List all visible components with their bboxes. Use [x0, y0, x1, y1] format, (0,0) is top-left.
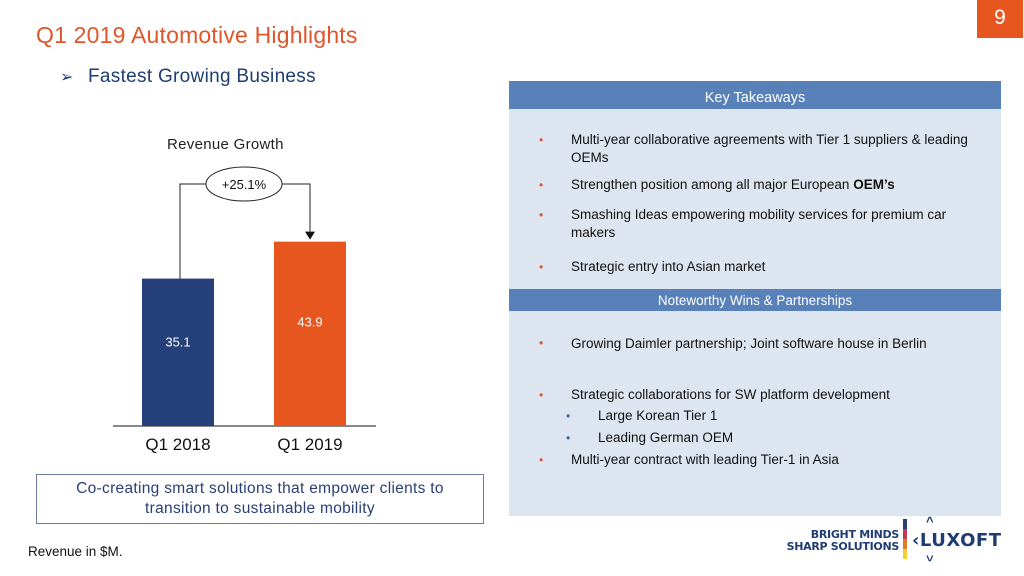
takeaway-item: • Strategic entry into Asian market [539, 259, 766, 274]
bullet-icon: • [539, 453, 544, 467]
bar-value-label: 35.1 [165, 334, 190, 349]
footnote: Revenue in $M. [28, 544, 123, 559]
bar-q1-2019 [274, 241, 346, 426]
win-item: • Growing Daimler partnership; Joint sof… [539, 331, 991, 356]
win-sub-item: • Leading German OEM [566, 430, 734, 445]
bullet-icon: • [539, 133, 544, 147]
bar-value-label: 43.9 [297, 314, 322, 329]
revenue-bar-chart: +25.1% 35.1 Q1 2018 43.9 Q1 2019 [113, 166, 376, 454]
growth-ellipse [205, 166, 283, 202]
luxoft-logo: ‹LUXOFT [912, 530, 1002, 551]
slide-title: Q1 2019 Automotive Highlights [36, 22, 358, 48]
bullet-icon: • [539, 388, 544, 402]
subtitle: ➢ Fastest Growing Business [60, 66, 316, 88]
takeaway-item: • Strengthen position among all major Eu… [539, 177, 895, 192]
bar-q1-2018 [142, 278, 214, 426]
bullet-icon: • [539, 178, 544, 192]
growth-label: +25.1% [222, 177, 267, 192]
bullet-icon: • [539, 208, 544, 222]
win-sub-item: • Large Korean Tier 1 [566, 408, 718, 423]
win-item: • Multi-year contract with leading Tier-… [539, 452, 839, 467]
brand-color-bar [903, 519, 907, 559]
wins-header: Noteworthy Wins & Partnerships [509, 289, 1001, 311]
chart-title: Revenue Growth [167, 136, 284, 153]
arrow-bullet-icon: ➢ [60, 69, 74, 86]
growth-arrow-icon [305, 231, 315, 240]
chevron-up-icon: ^ [926, 514, 934, 529]
bullet-icon: • [566, 409, 571, 423]
mission-callout: Co-creating smart solutions that empower… [36, 474, 484, 524]
bullet-icon: • [539, 260, 544, 274]
category-label: Q1 2019 [277, 435, 342, 454]
chevron-down-icon: ^ [926, 549, 934, 564]
key-takeaways-header: Key Takeaways [509, 81, 1001, 109]
callout-line-1: Co-creating smart solutions that empower… [76, 480, 444, 497]
company-tagline: BRIGHT MINDS SHARP SOLUTIONS [786, 528, 900, 553]
takeaway-item: • Smashing Ideas empowering mobility ser… [539, 207, 947, 240]
bullet-icon: • [539, 336, 544, 350]
subtitle-text: Fastest Growing Business [88, 66, 316, 87]
win-item: • Strategic collaborations for SW platfo… [539, 387, 890, 402]
category-label: Q1 2018 [145, 435, 210, 454]
page-number-badge: 9 [977, 0, 1023, 38]
bullet-icon: • [566, 431, 571, 445]
callout-line-2: transition to sustainable mobility [145, 500, 375, 517]
takeaway-item: • Multi-year collaborative agreements wi… [539, 132, 968, 165]
